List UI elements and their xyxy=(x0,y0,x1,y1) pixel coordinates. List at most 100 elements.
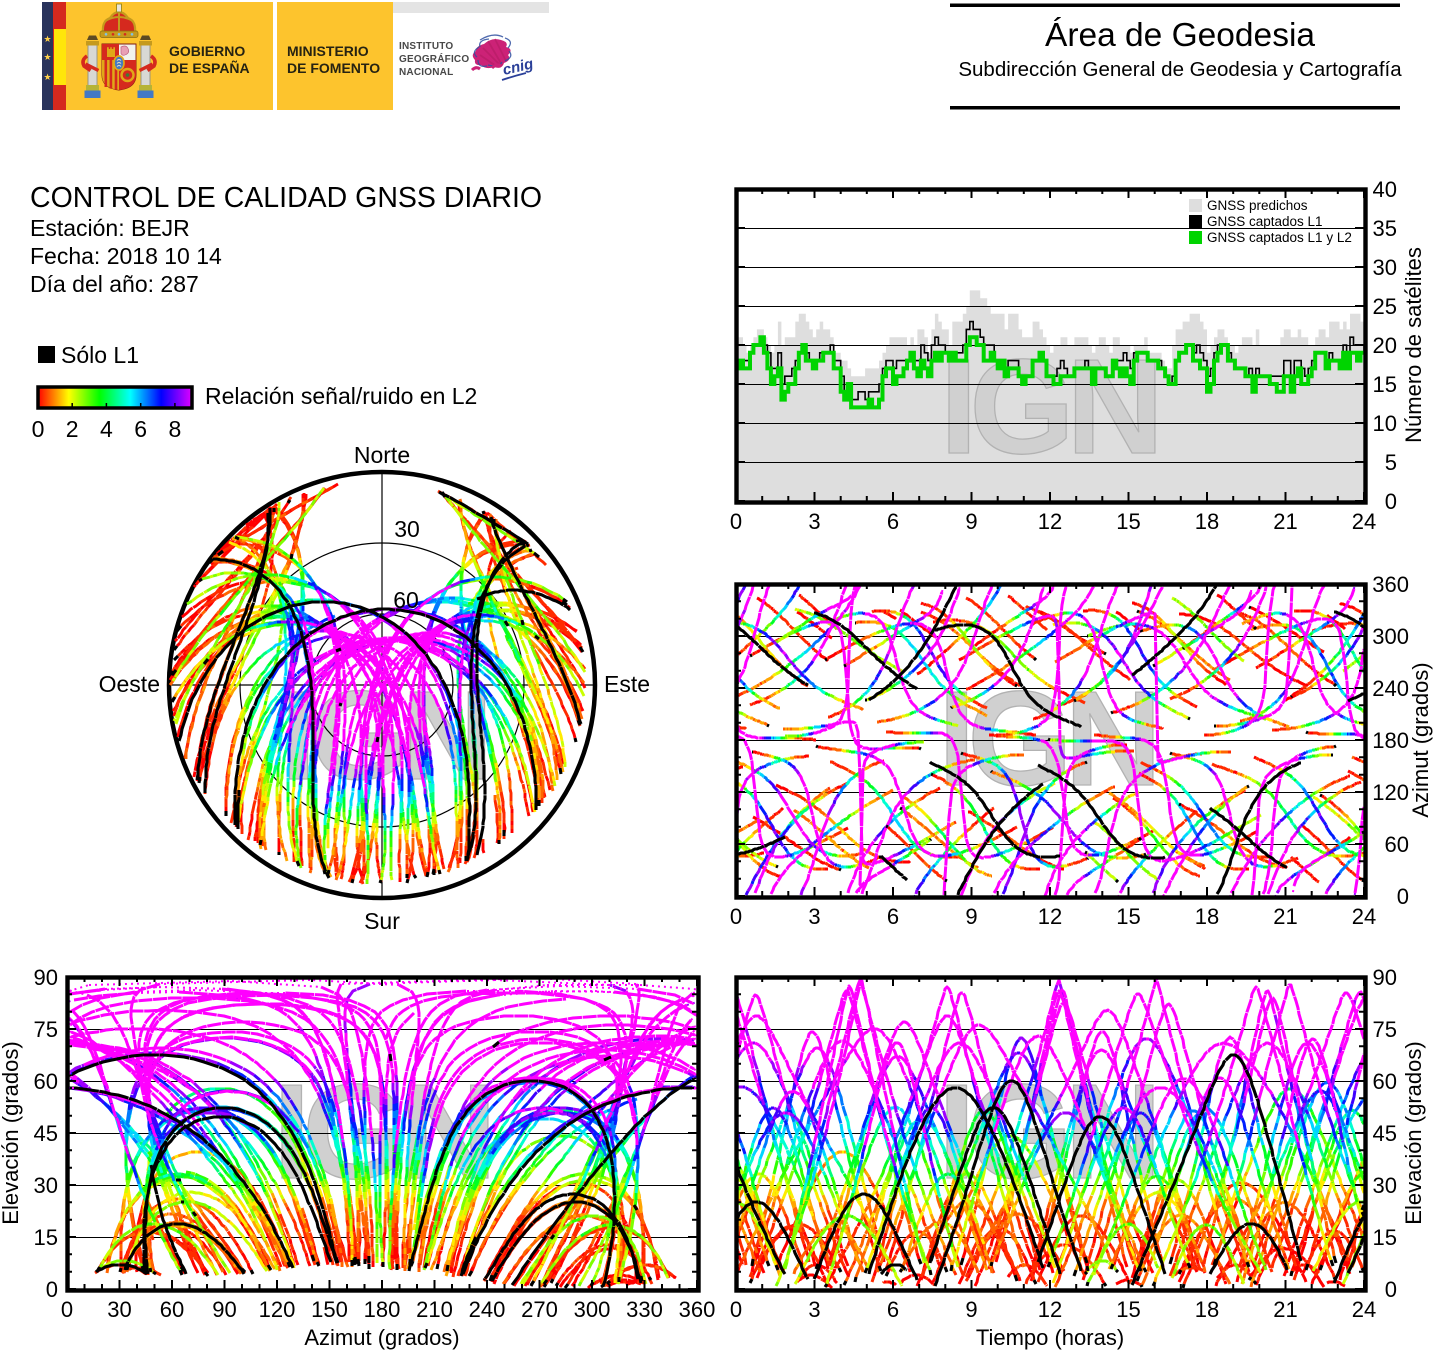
svg-text:330: 330 xyxy=(626,1297,663,1322)
svg-text:20: 20 xyxy=(1373,333,1397,358)
svg-text:12: 12 xyxy=(1038,904,1062,929)
svg-text:GNSS predichos: GNSS predichos xyxy=(1207,198,1308,213)
svg-text:60: 60 xyxy=(1373,1069,1397,1094)
svg-text:MINISTERIO: MINISTERIO xyxy=(287,43,369,59)
svg-text:GNSS captados L1: GNSS captados L1 xyxy=(1207,214,1323,229)
svg-text:0: 0 xyxy=(46,1277,58,1302)
svg-text:150: 150 xyxy=(311,1297,348,1322)
svg-text:GNSS captados L1 y L2: GNSS captados L1 y L2 xyxy=(1207,230,1352,245)
svg-text:30: 30 xyxy=(394,516,420,542)
svg-text:30: 30 xyxy=(107,1297,131,1322)
svg-text:Área de Geodesia: Área de Geodesia xyxy=(1045,17,1315,54)
svg-text:Día del año: 287: Día del año: 287 xyxy=(30,271,199,297)
svg-text:10: 10 xyxy=(1373,411,1397,436)
svg-text:9: 9 xyxy=(965,904,977,929)
svg-text:6: 6 xyxy=(134,416,147,442)
svg-text:9: 9 xyxy=(965,509,977,534)
svg-text:0: 0 xyxy=(730,509,742,534)
svg-text:Azimut (grados): Azimut (grados) xyxy=(304,1325,459,1350)
svg-text:90: 90 xyxy=(34,965,58,990)
svg-text:24: 24 xyxy=(1352,1297,1376,1322)
svg-text:30: 30 xyxy=(1373,1173,1397,1198)
svg-text:360: 360 xyxy=(1372,572,1409,597)
svg-text:Elevación (grados): Elevación (grados) xyxy=(0,1041,23,1224)
svg-text:15: 15 xyxy=(34,1225,58,1250)
svg-text:6: 6 xyxy=(887,1297,899,1322)
svg-text:DE FOMENTO: DE FOMENTO xyxy=(287,60,380,76)
svg-text:INSTITUTO: INSTITUTO xyxy=(399,41,453,52)
svg-text:Norte: Norte xyxy=(354,442,410,468)
svg-text:★: ★ xyxy=(43,72,51,82)
svg-text:300: 300 xyxy=(1372,624,1409,649)
svg-text:30: 30 xyxy=(34,1173,58,1198)
svg-text:Sólo L1: Sólo L1 xyxy=(61,342,139,368)
svg-text:Sur: Sur xyxy=(364,908,400,934)
svg-text:GOBIERNO: GOBIERNO xyxy=(169,43,245,59)
svg-text:Azimut (grados): Azimut (grados) xyxy=(1408,662,1433,817)
svg-text:Elevación (grados): Elevación (grados) xyxy=(1401,1041,1426,1224)
svg-text:45: 45 xyxy=(34,1121,58,1146)
svg-text:★: ★ xyxy=(43,52,51,62)
svg-text:15: 15 xyxy=(1116,509,1140,534)
svg-text:120: 120 xyxy=(259,1297,296,1322)
svg-text:cnig: cnig xyxy=(501,55,535,79)
svg-text:90: 90 xyxy=(1373,965,1397,990)
svg-text:15: 15 xyxy=(1116,904,1140,929)
svg-text:270: 270 xyxy=(521,1297,558,1322)
svg-text:180: 180 xyxy=(1372,728,1409,753)
svg-text:240: 240 xyxy=(1372,676,1409,701)
svg-text:15: 15 xyxy=(1373,372,1397,397)
svg-text:30: 30 xyxy=(1373,255,1397,280)
svg-text:24: 24 xyxy=(1352,904,1376,929)
svg-text:60: 60 xyxy=(34,1069,58,1094)
svg-text:0: 0 xyxy=(1397,884,1409,909)
svg-text:45: 45 xyxy=(1373,1121,1397,1146)
svg-text:21: 21 xyxy=(1273,904,1297,929)
svg-text:6: 6 xyxy=(887,904,899,929)
svg-text:0: 0 xyxy=(730,904,742,929)
svg-text:21: 21 xyxy=(1273,509,1297,534)
svg-text:NACIONAL: NACIONAL xyxy=(399,67,453,78)
svg-text:210: 210 xyxy=(416,1297,453,1322)
svg-text:25: 25 xyxy=(1373,294,1397,319)
svg-text:60: 60 xyxy=(160,1297,184,1322)
svg-text:★: ★ xyxy=(43,34,51,44)
svg-text:Tiempo (horas): Tiempo (horas) xyxy=(976,1325,1124,1350)
svg-text:Oeste: Oeste xyxy=(99,671,160,697)
svg-text:90: 90 xyxy=(212,1297,236,1322)
svg-text:60: 60 xyxy=(393,587,419,613)
svg-text:2: 2 xyxy=(66,416,79,442)
svg-text:60: 60 xyxy=(1385,832,1409,857)
svg-text:75: 75 xyxy=(1373,1017,1397,1042)
svg-text:300: 300 xyxy=(574,1297,611,1322)
svg-text:18: 18 xyxy=(1195,509,1219,534)
svg-text:CONTROL DE CALIDAD GNSS DIARIO: CONTROL DE CALIDAD GNSS DIARIO xyxy=(30,182,542,214)
svg-text:12: 12 xyxy=(1038,1297,1062,1322)
svg-text:5: 5 xyxy=(1385,450,1397,475)
svg-text:DE ESPAÑA: DE ESPAÑA xyxy=(169,59,250,76)
svg-text:21: 21 xyxy=(1273,1297,1297,1322)
svg-text:120: 120 xyxy=(1372,780,1409,805)
svg-text:0: 0 xyxy=(1385,489,1397,514)
svg-text:Estación: BEJR: Estación: BEJR xyxy=(30,215,190,241)
svg-text:15: 15 xyxy=(1116,1297,1140,1322)
svg-text:180: 180 xyxy=(364,1297,401,1322)
svg-text:18: 18 xyxy=(1195,1297,1219,1322)
svg-text:GEOGRÁFICO: GEOGRÁFICO xyxy=(399,52,469,65)
svg-text:15: 15 xyxy=(1373,1225,1397,1250)
svg-text:40: 40 xyxy=(1373,177,1397,202)
svg-text:360: 360 xyxy=(679,1297,716,1322)
svg-text:0: 0 xyxy=(61,1297,73,1322)
svg-text:9: 9 xyxy=(965,1297,977,1322)
svg-text:0: 0 xyxy=(730,1297,742,1322)
svg-text:0: 0 xyxy=(1385,1277,1397,1302)
svg-text:Número de satélites: Número de satélites xyxy=(1401,247,1426,443)
svg-text:35: 35 xyxy=(1373,216,1397,241)
svg-text:8: 8 xyxy=(169,416,182,442)
svg-text:Este: Este xyxy=(604,671,650,697)
svg-text:3: 3 xyxy=(808,904,820,929)
svg-text:75: 75 xyxy=(34,1017,58,1042)
svg-text:4: 4 xyxy=(100,416,113,442)
svg-text:6: 6 xyxy=(887,509,899,534)
svg-text:24: 24 xyxy=(1352,509,1376,534)
